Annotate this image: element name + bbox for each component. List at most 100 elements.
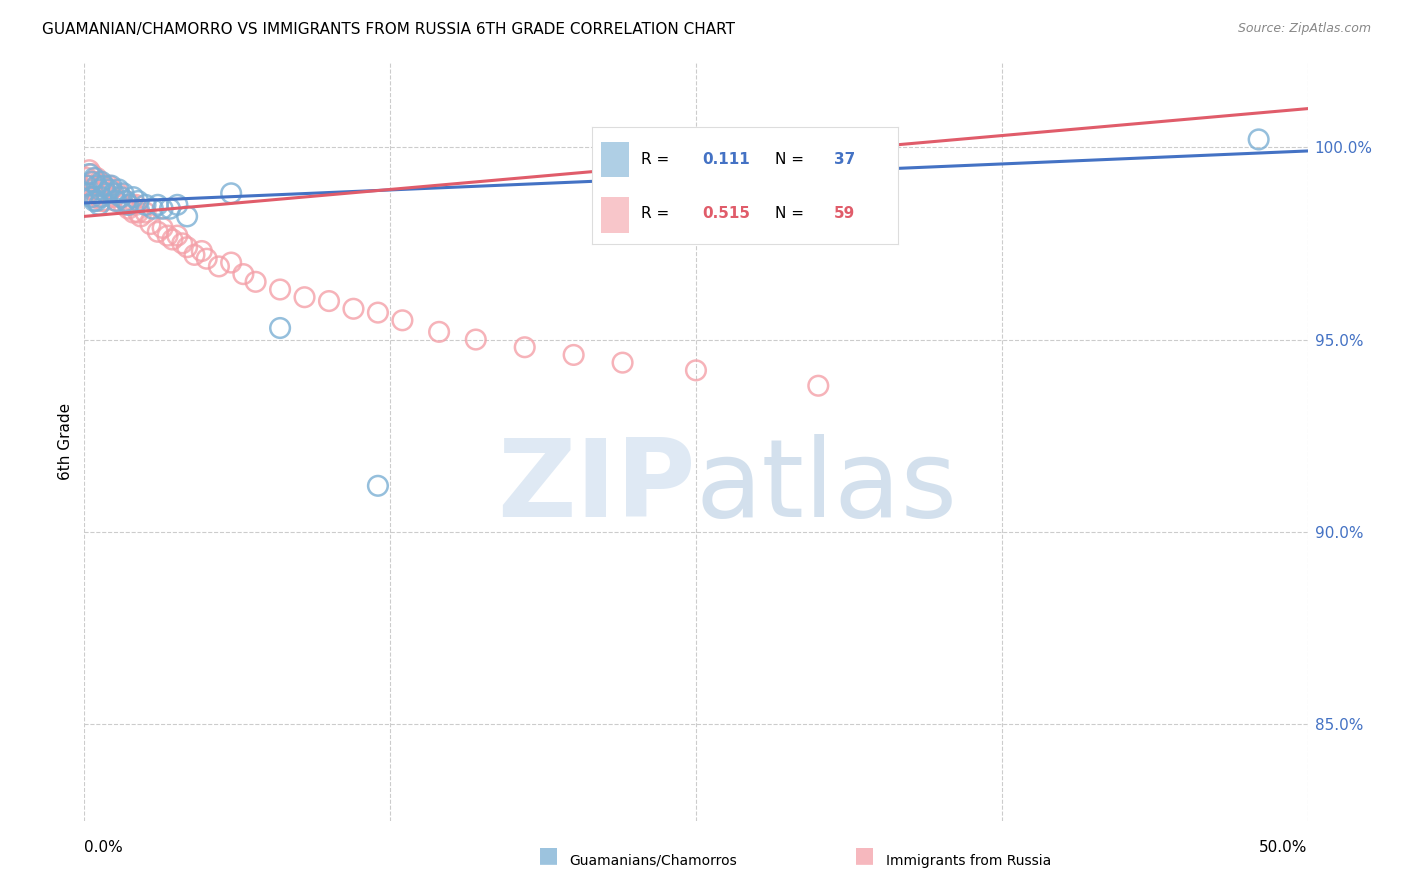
- Point: [103, 190, 125, 204]
- Point: [76, 170, 98, 185]
- Point: [117, 202, 139, 216]
- Point: [342, 301, 364, 316]
- Point: [90, 190, 112, 204]
- Point: [93, 178, 115, 193]
- Point: [122, 190, 145, 204]
- Point: [294, 290, 316, 304]
- Point: [83, 190, 105, 204]
- Point: [105, 194, 128, 208]
- Point: [135, 205, 157, 219]
- Point: [219, 186, 242, 201]
- Point: [97, 178, 120, 193]
- Point: [127, 205, 149, 219]
- Text: Source: ZipAtlas.com: Source: ZipAtlas.com: [1237, 22, 1371, 36]
- Point: [427, 325, 450, 339]
- Point: [612, 356, 634, 370]
- Point: [80, 182, 103, 196]
- Point: [83, 194, 105, 208]
- Point: [142, 202, 165, 216]
- Text: atlas: atlas: [696, 434, 957, 540]
- Point: [172, 236, 194, 251]
- Point: [208, 260, 231, 274]
- Text: GUAMANIAN/CHAMORRO VS IMMIGRANTS FROM RUSSIA 6TH GRADE CORRELATION CHART: GUAMANIAN/CHAMORRO VS IMMIGRANTS FROM RU…: [42, 22, 735, 37]
- Point: [107, 186, 129, 201]
- Point: [110, 190, 132, 204]
- Point: [100, 178, 122, 193]
- Y-axis label: 6th Grade: 6th Grade: [58, 403, 73, 480]
- Point: [96, 186, 118, 201]
- Point: [166, 228, 188, 243]
- Point: [195, 252, 218, 266]
- Text: ■: ■: [855, 845, 875, 864]
- Point: [80, 167, 103, 181]
- Point: [127, 194, 149, 208]
- Point: [135, 198, 157, 212]
- Point: [86, 194, 108, 208]
- Point: [87, 190, 110, 204]
- Point: [367, 479, 389, 493]
- Point: [166, 198, 188, 212]
- Point: [86, 170, 108, 185]
- Point: [96, 186, 118, 201]
- Point: [103, 186, 125, 201]
- Point: [162, 232, 184, 246]
- Point: [77, 186, 100, 201]
- Point: [464, 333, 486, 347]
- Point: [807, 378, 830, 392]
- Point: [86, 178, 108, 193]
- Point: [97, 182, 120, 196]
- Point: [685, 363, 707, 377]
- Point: [112, 198, 135, 212]
- Point: [117, 198, 139, 212]
- Point: [87, 198, 110, 212]
- Point: [232, 267, 254, 281]
- Point: [83, 170, 105, 185]
- Point: [269, 321, 291, 335]
- Point: [77, 163, 100, 178]
- Point: [83, 175, 105, 189]
- Point: [176, 240, 198, 254]
- Point: [90, 175, 112, 189]
- Point: [115, 194, 138, 208]
- Point: [159, 202, 181, 216]
- Point: [87, 175, 110, 189]
- Point: [112, 186, 135, 201]
- Point: [245, 275, 267, 289]
- Point: [90, 178, 112, 193]
- Point: [269, 283, 291, 297]
- Point: [87, 182, 110, 196]
- Point: [105, 194, 128, 208]
- Point: [318, 294, 340, 309]
- Point: [76, 178, 98, 193]
- Point: [183, 248, 205, 262]
- Point: [176, 210, 198, 224]
- Point: [115, 194, 138, 208]
- Point: [90, 194, 112, 208]
- Point: [139, 217, 162, 231]
- Point: [219, 255, 242, 269]
- Point: [120, 198, 142, 212]
- Point: [77, 167, 100, 181]
- Point: [156, 228, 179, 243]
- Text: 50.0%: 50.0%: [1260, 840, 1308, 855]
- Point: [80, 175, 103, 189]
- Point: [1247, 132, 1270, 146]
- Point: [93, 194, 115, 208]
- Point: [100, 182, 122, 196]
- Point: [152, 202, 174, 216]
- Point: [152, 221, 174, 235]
- Point: [122, 205, 145, 219]
- Point: [513, 340, 536, 354]
- Text: ■: ■: [538, 845, 558, 864]
- Point: [191, 244, 214, 258]
- Point: [367, 305, 389, 319]
- Point: [391, 313, 413, 327]
- Text: Immigrants from Russia: Immigrants from Russia: [886, 854, 1052, 868]
- Text: 0.0%: 0.0%: [84, 840, 124, 855]
- Point: [562, 348, 585, 362]
- Point: [146, 225, 169, 239]
- Point: [86, 186, 108, 201]
- Point: [129, 210, 152, 224]
- Point: [93, 178, 115, 193]
- Point: [146, 198, 169, 212]
